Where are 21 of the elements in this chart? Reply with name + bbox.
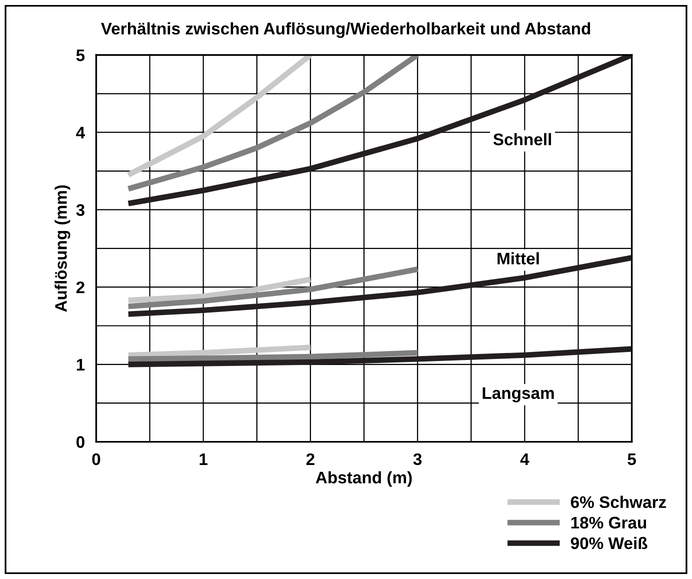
x-tick-label: 5 [628, 454, 636, 466]
y-tick-label: 2 [76, 281, 84, 294]
legend-label: 18% Grau [571, 516, 646, 529]
annotation: Langsam [482, 387, 554, 402]
y-tick-label: 1 [76, 358, 85, 370]
y-tick-label: 3 [76, 204, 84, 216]
legend-label: 6% Schwarz [570, 496, 666, 508]
chart-title: Verhältnis zwischen Auflösung/Wiederholbarkeit und Abstand [100, 22, 590, 38]
x-axis-title: Abstand (m) [316, 471, 412, 487]
x-tick-label: 1 [200, 454, 208, 465]
annotation: Mittel [498, 252, 539, 264]
y-axis-title: Auflösung (mm) [54, 185, 70, 312]
y-tick-label: 0 [76, 436, 84, 448]
x-tick-label: 0 [92, 453, 100, 466]
y-tick-label: 5 [76, 50, 85, 62]
x-tick-label: 3 [413, 453, 422, 466]
y-tick-label: 4 [76, 126, 85, 138]
legend-label: 90% Weiß [570, 536, 648, 550]
x-tick-label: 2 [306, 453, 314, 465]
annotation: Schnell [493, 133, 551, 146]
x-tick-label: 4 [520, 454, 530, 465]
